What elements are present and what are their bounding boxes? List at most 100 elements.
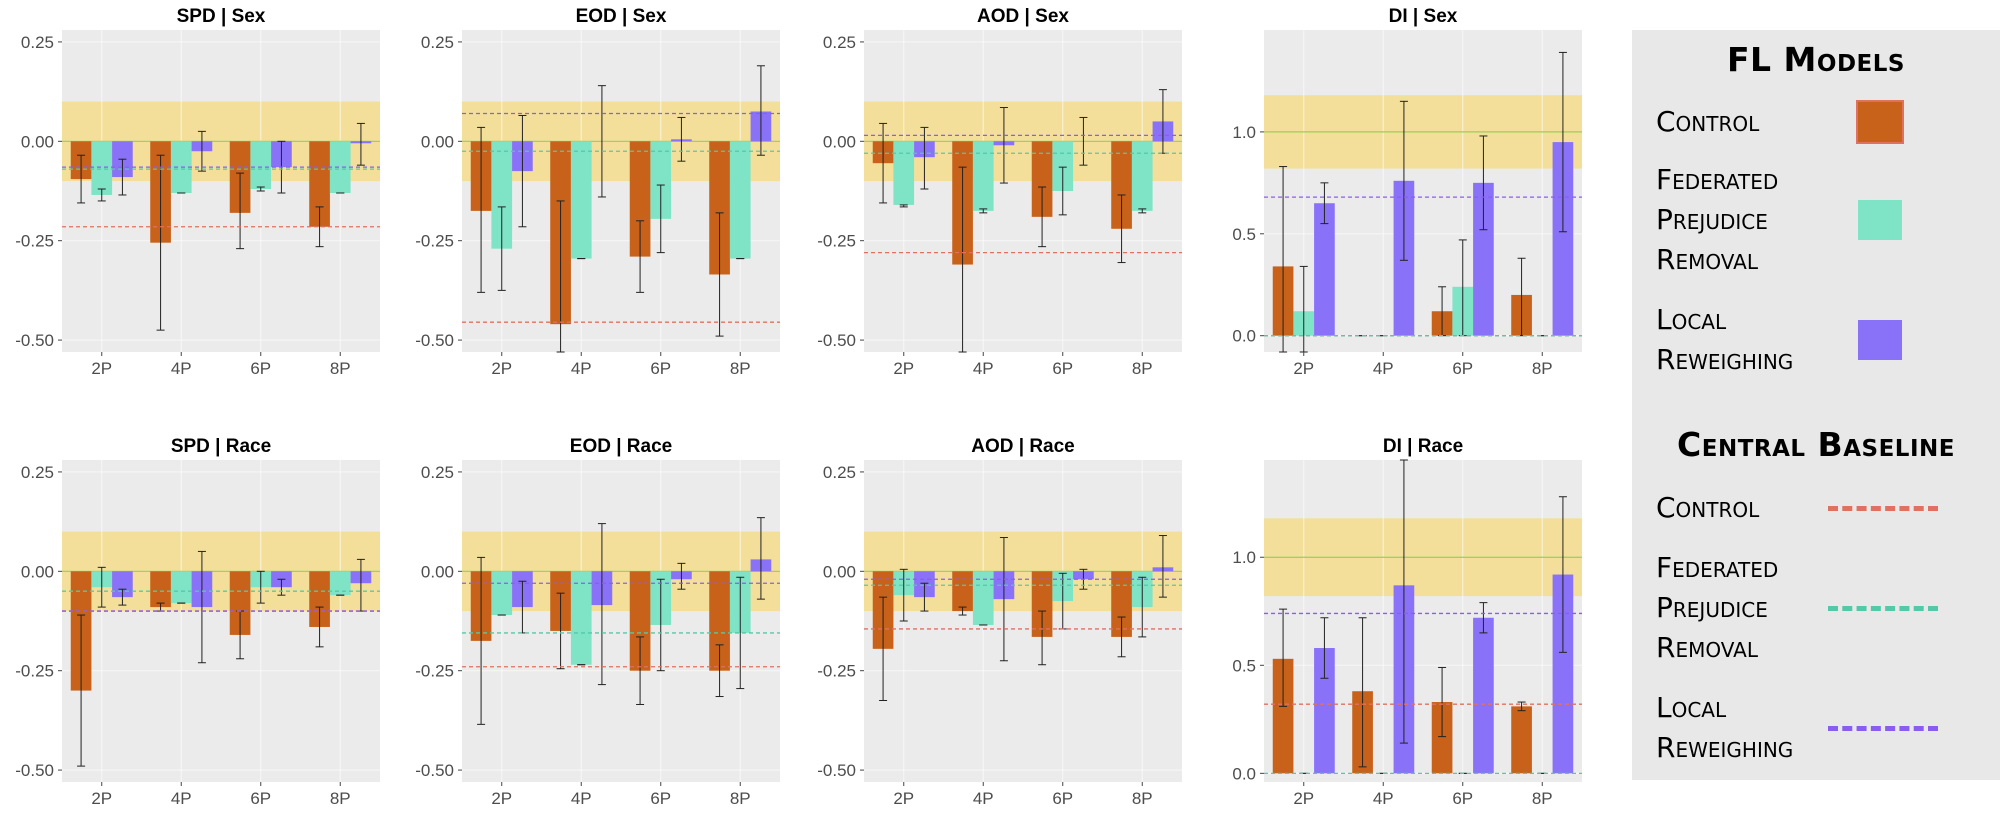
legend-label-fl-2: Local Reweighing [1656,300,1793,380]
x-tick-label: 2P [893,789,914,808]
bar-control [709,571,730,671]
legend: FL Models Control Federated Prejudice Remov… [1632,30,2000,780]
y-tick-label: -0.50 [15,761,54,780]
y-tick-label: 0.5 [1232,225,1256,244]
x-tick-label: 6P [1052,359,1073,378]
panel-background [1264,30,1582,352]
legend-fl-title: FL Models [1727,40,1905,79]
x-tick-label: 8P [330,789,351,808]
chart-title: DI | Race [1383,436,1463,457]
x-tick-label: 2P [91,359,112,378]
chart-title: SPD | Race [171,436,271,457]
bar-prejudice [329,141,351,193]
x-tick-label: 2P [893,359,914,378]
y-tick-label: -0.25 [15,662,54,681]
x-tick-label: 6P [1052,789,1073,808]
y-tick-label: 0.25 [21,33,54,52]
bar-control [229,571,251,635]
y-tick-label: -0.25 [415,662,454,681]
chart-title: EOD | Race [570,436,672,457]
x-tick-label: 2P [91,789,112,808]
y-tick-label: 0.0 [1232,327,1256,346]
panel-background [864,460,1182,782]
x-tick-label: 8P [1532,359,1553,378]
legend-label-line: Prejudice [1656,203,1768,236]
legend-label-line: Federated [1656,163,1779,196]
bar-reweighing [1552,142,1574,336]
legend-label-bl-1: Federated Prejudice Removal [1656,548,1778,668]
y-tick-label: 0.00 [823,132,856,151]
x-tick-label: 4P [171,789,192,808]
chart-panel-2: 0.25 0.00 -0.25 -0.50 2P 4P 6P 8P AOD | Sex [817,6,1182,378]
y-tick-label: -0.50 [817,761,856,780]
legend-label-line: Control [1656,491,1760,524]
x-tick-label: 6P [1452,789,1473,808]
x-tick-label: 8P [1132,789,1153,808]
y-tick-label: -0.25 [817,662,856,681]
x-tick-label: 2P [1293,789,1314,808]
y-tick-label: 0.25 [421,463,454,482]
bar-control [1511,706,1532,774]
y-tick-label: 0.00 [421,562,454,581]
bar-reweighing [1552,574,1574,774]
bar-reweighing [1314,648,1335,774]
y-tick-label: -0.25 [817,232,856,251]
bar-prejudice [570,141,592,259]
bar-control [309,571,330,627]
legend-label-line: Control [1656,105,1760,138]
bar-reweighing [1314,203,1335,336]
bar-prejudice [650,141,672,219]
x-tick-label: 6P [250,789,271,808]
y-tick-label: 0.00 [421,132,454,151]
x-tick-label: 4P [571,359,592,378]
legend-label-line: Prejudice [1656,591,1768,624]
x-tick-label: 4P [1373,789,1394,808]
legend-swatch-fl-2 [1858,320,1902,360]
bar-prejudice [170,571,192,604]
legend-swatch-fl-0 [1856,100,1904,144]
chart-panel-7: 1.0 0.5 0.0 2P 4P 6P 8P DI | Race [1232,436,1582,808]
legend-label-line: Removal [1656,631,1758,664]
panel-background [62,460,380,782]
y-tick-label: -0.50 [15,331,54,350]
bar-control [709,141,730,275]
y-tick-label: 0.00 [21,132,54,151]
legend-swatch-bl-1 [1828,606,1938,611]
y-tick-label: 0.00 [21,562,54,581]
bar-control [952,571,973,612]
bar-prejudice [491,571,513,616]
bar-prejudice [250,141,272,190]
y-tick-label: -0.50 [817,331,856,350]
x-tick-label: 6P [250,359,271,378]
x-tick-label: 8P [730,789,751,808]
chart-title: AOD | Race [971,436,1075,457]
x-tick-label: 8P [730,359,751,378]
legend-label-line: Local [1656,303,1727,336]
y-tick-label: 0.25 [823,33,856,52]
x-tick-label: 8P [1132,359,1153,378]
y-tick-label: -0.25 [15,232,54,251]
bar-control [629,571,651,671]
bar-prejudice [91,141,113,195]
legend-label-line: Federated [1656,551,1779,584]
y-tick-label: 0.5 [1232,656,1256,675]
y-tick-label: 0.25 [421,33,454,52]
panel-background [1264,460,1582,782]
y-tick-label: 1.0 [1232,548,1256,567]
legend-label-line: Reweighing [1656,343,1794,376]
y-tick-label: 0.0 [1232,764,1256,783]
legend-label-bl-0: Control [1656,488,1759,528]
y-tick-label: -0.25 [415,232,454,251]
bar-control [1031,141,1053,217]
legend-label-bl-2: Local Reweighing [1656,688,1793,768]
chart-panel-6: 0.25 0.00 -0.25 -0.50 2P 4P 6P 8P AOD | Race [817,436,1182,808]
x-tick-label: 6P [650,359,671,378]
legend-label-line: Local [1656,691,1727,724]
x-tick-label: 6P [650,789,671,808]
bar-control [629,141,651,257]
y-tick-label: -0.50 [415,331,454,350]
chart-panel-5: 0.25 0.00 -0.25 -0.50 2P 4P 6P 8P EOD | Race [415,436,780,808]
bar-prejudice [893,141,915,205]
bar-prejudice [570,571,592,665]
